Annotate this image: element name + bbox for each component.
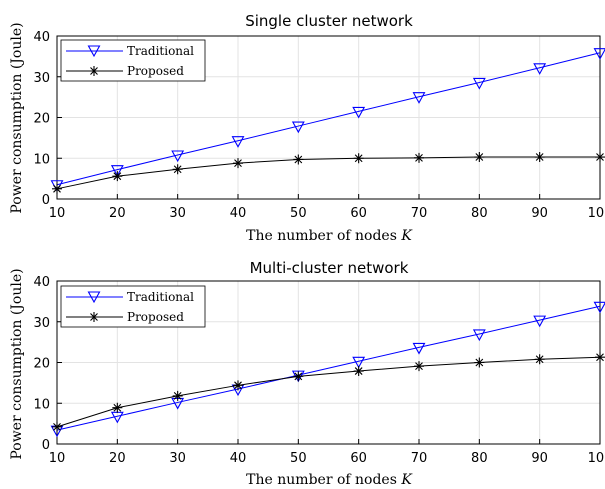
x-ticks-2: 10 20 30 40 50 60 70 80 90 100 [49,439,605,466]
y-tick-label: 20 [33,112,50,127]
legend-label-traditional-2: Traditional [127,290,194,304]
x-tick-label: 40 [230,451,247,466]
data-point-traditional [291,121,305,134]
y-axis-label-1: Power consumption (Joule) [9,22,25,213]
y-axis-label-2: Power consumption (Joule) [9,268,25,459]
data-point-proposed [414,152,424,163]
data-point-traditional [231,136,245,148]
data-point-proposed [172,164,183,175]
x-tick-label: 10 [49,206,66,221]
y-tick-label: 30 [33,71,50,86]
x-tick-label: 30 [169,451,186,466]
legend-box-2 [60,285,206,328]
data-point-proposed [595,352,605,363]
data-point-proposed [52,421,62,432]
data-point-traditional [412,342,426,355]
series-line-traditional [56,52,601,186]
legend-marker-triangle-icon-2 [87,291,101,304]
data-point-proposed [293,371,304,382]
x-tick-label: 100 [588,206,605,221]
chart-title-1: Single cluster network [245,12,413,30]
series-line-proposed [56,356,601,428]
x-tick-label: 80 [471,451,488,466]
y-ticks-1: 0 10 20 30 40 [33,30,62,208]
x-tick-label: 40 [230,206,247,221]
legend-box-1 [60,39,206,82]
chart-title-2: Multi-cluster network [250,259,409,277]
data-point-traditional [171,150,185,163]
x-tick-label: 90 [531,451,548,466]
series-line-proposed [56,156,600,190]
x-tick-label: 70 [411,206,428,221]
y-tick-label: 0 [42,193,50,208]
y-ticks-2: 0 10 20 30 40 [33,275,62,453]
legend-label-proposed-2: Proposed [127,310,184,324]
data-point-proposed [414,361,424,372]
series-line-traditional [56,305,601,431]
x-tick-label: 10 [49,451,66,466]
x-axis-label-1: The number of nodes K [246,228,413,244]
data-point-proposed [353,153,364,164]
data-point-proposed [534,152,545,163]
data-point-traditional [352,106,366,119]
data-point-traditional [110,165,124,177]
data-point-proposed [474,152,485,163]
data-point-proposed [112,171,123,182]
x-axis-label-2: The number of nodes K [246,472,413,488]
data-point-proposed [353,366,364,377]
data-point-traditional [472,329,486,342]
legend-marker-asterisk-icon-2 [89,312,99,322]
legend-marker-asterisk-icon-1 [89,66,99,76]
x-ticks-1: 10 20 30 40 50 60 70 80 90 100 [49,194,605,221]
chart-panel-1: Single cluster network 10 20 30 40 50 60 70 80 9… [9,12,605,244]
data-point-proposed [233,158,243,169]
x-tick-label: 80 [471,206,488,221]
series-lines-2 [50,301,605,438]
x-tick-label: 60 [350,206,367,221]
x-tick-label: 20 [109,206,126,221]
data-point-proposed [474,357,485,368]
data-point-proposed [233,380,243,391]
data-point-traditional [412,92,426,104]
data-point-traditional [533,315,547,328]
data-point-proposed [534,354,545,365]
x-tick-label: 100 [588,451,605,466]
legend-label-proposed-1: Proposed [127,64,184,78]
x-tick-label: 90 [531,206,548,221]
legend-2: Traditional Proposed [60,285,206,328]
legend-1: Traditional Proposed [60,39,206,82]
x-tick-label: 50 [290,451,307,466]
legend-marker-triangle-icon-1 [87,45,101,58]
x-tick-label: 50 [290,206,307,221]
data-point-proposed [293,154,304,165]
legend-label-traditional-1: Traditional [127,44,194,58]
data-point-proposed [52,183,62,194]
x-tick-label: 70 [411,451,428,466]
y-tick-label: 0 [42,438,50,453]
y-tick-label: 30 [33,316,50,331]
data-point-traditional [472,77,486,90]
y-tick-label: 10 [33,397,50,412]
data-point-traditional [593,301,605,314]
x-tick-label: 20 [109,451,126,466]
chart-panel-2: Multi-cluster network 10 20 30 40 50 60 70 80 90… [9,259,605,488]
y-tick-label: 10 [33,152,50,167]
y-tick-label: 40 [33,30,50,45]
x-tick-label: 30 [169,206,186,221]
data-point-proposed [595,152,605,163]
data-point-traditional [352,356,366,369]
x-tick-label: 60 [350,451,367,466]
data-point-proposed [172,390,183,401]
series-lines-1 [50,48,605,194]
data-point-proposed [112,402,123,413]
y-tick-label: 20 [33,357,50,372]
data-point-traditional [533,63,547,75]
y-tick-label: 40 [33,275,50,290]
data-point-traditional [593,48,605,60]
